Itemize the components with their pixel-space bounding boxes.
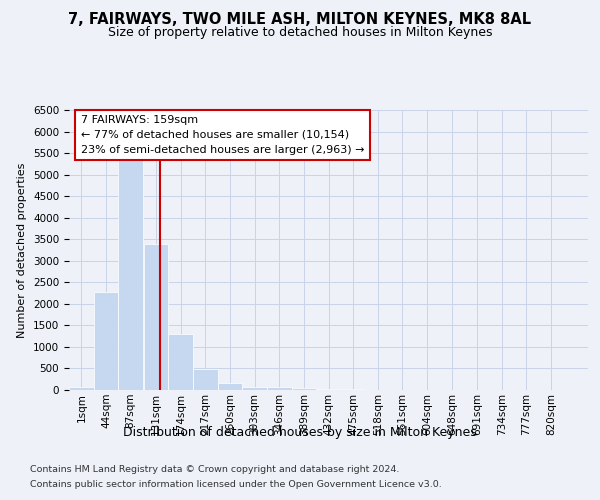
Text: Contains HM Land Registry data © Crown copyright and database right 2024.: Contains HM Land Registry data © Crown c… (30, 465, 400, 474)
Bar (143, 244, 168, 390)
Text: 7, FAIRWAYS, TWO MILE ASH, MILTON KEYNES, MK8 8AL: 7, FAIRWAYS, TWO MILE ASH, MILTON KEYNES… (68, 12, 532, 28)
Bar (267, 387, 292, 390)
Bar (118, 158, 143, 390)
Bar (292, 388, 316, 390)
Text: Size of property relative to detached houses in Milton Keynes: Size of property relative to detached ho… (108, 26, 492, 39)
Text: Distribution of detached houses by size in Milton Keynes: Distribution of detached houses by size … (123, 426, 477, 439)
Bar (94, 292, 118, 390)
Text: Contains public sector information licensed under the Open Government Licence v3: Contains public sector information licen… (30, 480, 442, 489)
Bar (69, 386, 94, 390)
Bar (316, 388, 341, 390)
Bar (168, 334, 193, 390)
Bar (193, 370, 218, 390)
Bar (341, 389, 365, 390)
Y-axis label: Number of detached properties: Number of detached properties (17, 162, 28, 338)
Bar (218, 383, 242, 390)
Bar (242, 386, 267, 390)
Text: 7 FAIRWAYS: 159sqm
← 77% of detached houses are smaller (10,154)
23% of semi-det: 7 FAIRWAYS: 159sqm ← 77% of detached hou… (81, 115, 365, 155)
